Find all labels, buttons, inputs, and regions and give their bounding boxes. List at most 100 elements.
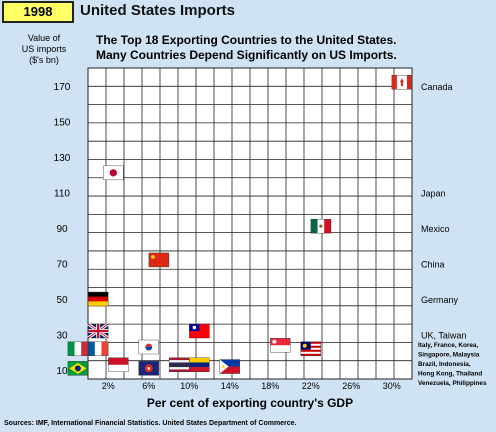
flag-part bbox=[74, 341, 82, 356]
flag-part bbox=[151, 255, 155, 259]
flag-border bbox=[310, 218, 332, 234]
flag-border bbox=[67, 341, 89, 356]
flag-part bbox=[300, 351, 321, 354]
flag-border bbox=[87, 341, 109, 356]
flag-marker-indonesia bbox=[108, 357, 129, 372]
flag-part bbox=[88, 301, 109, 307]
country-label: Germany bbox=[421, 295, 459, 305]
flag-border bbox=[148, 252, 170, 268]
flag-border bbox=[67, 361, 89, 376]
flag-marker-brazil bbox=[67, 361, 89, 376]
flag-border bbox=[138, 361, 159, 376]
flag-part bbox=[169, 362, 190, 365]
flag-part bbox=[189, 357, 210, 363]
flag-part bbox=[67, 341, 75, 356]
x-tick-label: 22% bbox=[302, 381, 320, 391]
flag-marker-malaysia bbox=[300, 341, 321, 356]
flag-marker-thailand bbox=[168, 357, 190, 372]
country-note-line: Brazil, Indonesia, bbox=[418, 361, 471, 368]
flag-part bbox=[88, 292, 109, 297]
flag-part bbox=[324, 219, 332, 234]
y-axis-title-line: Value of bbox=[27, 33, 61, 43]
flag-part bbox=[169, 364, 190, 368]
country-label: Canada bbox=[421, 82, 453, 92]
flag-part bbox=[101, 341, 109, 356]
flag-marker-canada bbox=[391, 75, 413, 90]
flag-part bbox=[88, 296, 109, 302]
flag-part bbox=[406, 75, 412, 90]
flag-part bbox=[94, 341, 102, 356]
flag-border bbox=[103, 165, 124, 181]
y-tick-label: 50 bbox=[56, 295, 68, 306]
country-note-line: Italy, France, Korea, bbox=[418, 342, 478, 349]
flag-marker-taiwan bbox=[189, 323, 210, 339]
country-label: Japan bbox=[421, 188, 446, 198]
year-badge: 1998 bbox=[2, 1, 74, 23]
flag-border bbox=[168, 357, 190, 372]
flag-border bbox=[108, 357, 129, 372]
chart-title-line: Many Countries Depend Significantly on U… bbox=[96, 48, 397, 62]
y-tick-label: 90 bbox=[56, 224, 68, 235]
y-tick-label: 10 bbox=[56, 366, 68, 377]
country-label: China bbox=[421, 259, 445, 269]
flag-part bbox=[74, 365, 81, 372]
flag-border bbox=[87, 291, 109, 307]
flag-part bbox=[88, 341, 95, 356]
y-axis-title: Value of US imports ($'s bn) bbox=[2, 33, 86, 66]
chart-title-line: The Top 18 Exporting Countries to the Un… bbox=[96, 33, 397, 47]
flag-part bbox=[270, 345, 291, 353]
flag-part bbox=[81, 341, 89, 356]
flag-part bbox=[169, 367, 190, 370]
flag-border bbox=[87, 323, 109, 339]
x-tick-label: 6% bbox=[142, 381, 155, 391]
flag-border bbox=[300, 341, 321, 356]
grid-lines bbox=[88, 68, 412, 379]
flag-marker-japan bbox=[103, 165, 124, 181]
flag-marker-italy bbox=[67, 341, 89, 356]
country-note-line: Singapore, Malaysia bbox=[418, 352, 480, 359]
flag-part bbox=[148, 252, 169, 267]
flag-part bbox=[399, 78, 404, 87]
flag-part bbox=[310, 219, 318, 234]
flag-marker-korea bbox=[138, 339, 159, 355]
flag-border bbox=[189, 357, 210, 372]
flag-marker-hongkong bbox=[138, 361, 159, 376]
flag-part bbox=[219, 366, 240, 374]
flag-part bbox=[302, 343, 307, 348]
flag-part bbox=[108, 364, 129, 372]
x-tick-label: 2% bbox=[102, 381, 115, 391]
flag-part bbox=[169, 357, 190, 361]
flag-marker-venezuela bbox=[189, 357, 210, 372]
y-tick-label: 110 bbox=[54, 188, 70, 199]
x-tick-label: 18% bbox=[261, 381, 279, 391]
flag-part bbox=[272, 339, 277, 344]
flag-marker-singapore bbox=[270, 338, 291, 353]
flag-border bbox=[189, 323, 210, 339]
flag-part bbox=[391, 75, 397, 90]
flag-part bbox=[319, 224, 323, 228]
y-tick-label: 130 bbox=[54, 153, 71, 164]
flag-part bbox=[300, 349, 321, 352]
country-note-line: Hong Kong, Thailand bbox=[418, 371, 482, 378]
flag-part bbox=[192, 325, 197, 330]
page-title: United States Imports bbox=[80, 2, 236, 19]
flag-part bbox=[189, 362, 210, 368]
x-tick-label: 14% bbox=[221, 381, 239, 391]
flag-marker-philippines bbox=[219, 359, 240, 374]
flag-part bbox=[270, 338, 291, 346]
y-tick-label: 30 bbox=[56, 331, 68, 342]
flag-part bbox=[145, 347, 153, 351]
sources-note: Sources: IMF, International Financial St… bbox=[4, 420, 297, 427]
header-bar: 1998 United States Imports bbox=[0, 0, 496, 26]
y-tick-label: 70 bbox=[56, 259, 68, 270]
flag-border bbox=[270, 338, 291, 353]
country-label: UK, Taiwan bbox=[421, 331, 466, 341]
flag-part bbox=[109, 169, 117, 177]
y-tick-label: 150 bbox=[54, 117, 71, 128]
flag-marker-germany bbox=[87, 291, 109, 307]
country-note-line: Venezuela, Philippines bbox=[418, 380, 487, 387]
x-tick-label: 10% bbox=[180, 381, 198, 391]
flag-border bbox=[219, 359, 240, 374]
flag-marker-uk bbox=[87, 322, 109, 340]
